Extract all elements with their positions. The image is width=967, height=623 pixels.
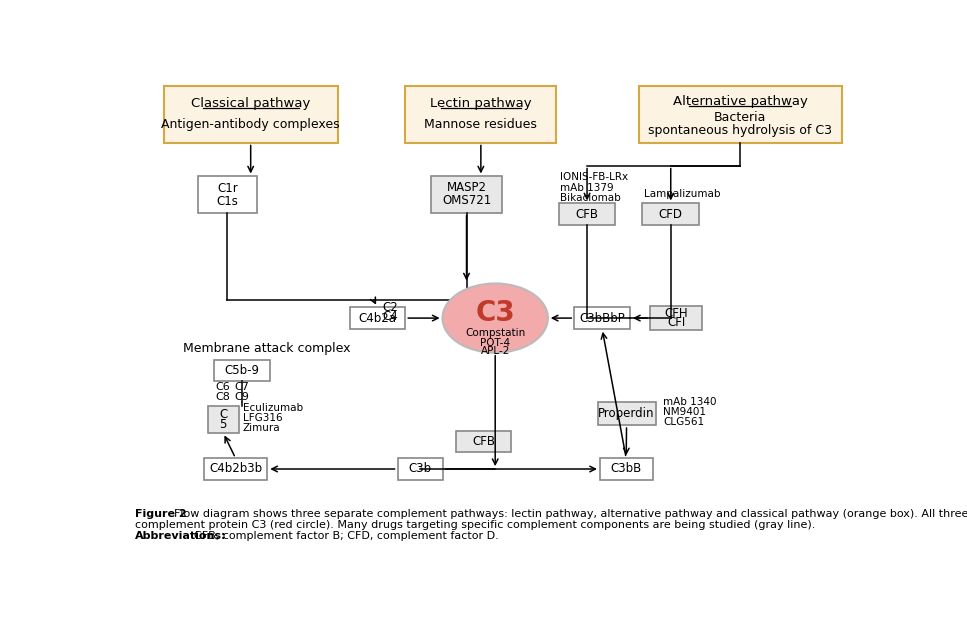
Text: C7: C7: [235, 383, 249, 392]
Text: NM9401: NM9401: [663, 407, 706, 417]
FancyBboxPatch shape: [208, 406, 239, 433]
Text: Abbreviations:: Abbreviations:: [134, 531, 226, 541]
FancyBboxPatch shape: [405, 87, 556, 143]
Text: spontaneous hydrolysis of C3: spontaneous hydrolysis of C3: [648, 125, 832, 138]
Text: CFB, complement factor B; CFD, complement factor D.: CFB, complement factor B; CFD, complemen…: [193, 531, 498, 541]
FancyBboxPatch shape: [642, 203, 699, 225]
Text: Membrane attack complex: Membrane attack complex: [183, 343, 350, 355]
Ellipse shape: [443, 283, 548, 353]
Text: Flow diagram shows three separate complement pathways: lectin pathway, alternati: Flow diagram shows three separate comple…: [173, 509, 967, 519]
Text: C3: C3: [476, 300, 515, 328]
Text: C3bB: C3bB: [610, 462, 642, 475]
Text: LFG316: LFG316: [243, 413, 282, 423]
Text: CFB: CFB: [472, 435, 495, 448]
Text: Lectin pathway: Lectin pathway: [430, 97, 532, 110]
Text: Zimura: Zimura: [243, 423, 280, 433]
Text: C8: C8: [216, 392, 230, 402]
FancyBboxPatch shape: [559, 203, 615, 225]
Text: APL-2: APL-2: [481, 346, 510, 356]
Text: Properdin: Properdin: [599, 407, 655, 420]
Text: Bikaciomab: Bikaciomab: [560, 193, 621, 203]
Text: Alternative pathway: Alternative pathway: [673, 95, 807, 108]
Text: C6: C6: [216, 383, 230, 392]
Text: POT-4: POT-4: [481, 338, 511, 348]
FancyBboxPatch shape: [214, 359, 270, 381]
FancyBboxPatch shape: [349, 307, 405, 329]
Text: CLG561: CLG561: [663, 417, 705, 427]
FancyBboxPatch shape: [600, 459, 653, 480]
Text: mAb 1379: mAb 1379: [560, 183, 614, 193]
FancyBboxPatch shape: [397, 459, 443, 480]
Text: C4b2a: C4b2a: [359, 312, 396, 325]
Text: Eculizumab: Eculizumab: [243, 403, 303, 413]
Text: CFB: CFB: [575, 207, 599, 221]
FancyBboxPatch shape: [456, 430, 511, 452]
Text: complement protein C3 (red circle). Many drugs targeting specific complement com: complement protein C3 (red circle). Many…: [134, 520, 815, 530]
FancyBboxPatch shape: [431, 176, 502, 212]
FancyBboxPatch shape: [204, 459, 267, 480]
Text: Lampalizumab: Lampalizumab: [644, 189, 720, 199]
FancyBboxPatch shape: [198, 176, 256, 212]
Text: C9: C9: [235, 392, 249, 402]
Text: Bacteria: Bacteria: [714, 112, 766, 125]
Text: 5: 5: [220, 418, 227, 431]
Text: C1r: C1r: [217, 182, 238, 195]
Text: Compstatin: Compstatin: [465, 328, 525, 338]
Text: C4: C4: [383, 310, 398, 323]
FancyBboxPatch shape: [574, 307, 630, 329]
Text: C2: C2: [383, 301, 398, 314]
Text: mAb 1340: mAb 1340: [663, 397, 717, 407]
Text: Antigen-antibody complexes: Antigen-antibody complexes: [161, 118, 340, 131]
Text: C5b-9: C5b-9: [224, 364, 259, 377]
FancyBboxPatch shape: [650, 306, 702, 330]
Text: C3bBbP: C3bBbP: [579, 312, 625, 325]
Text: CFH: CFH: [664, 307, 688, 320]
FancyBboxPatch shape: [598, 402, 656, 425]
Text: C3b: C3b: [408, 462, 431, 475]
Text: Mannose residues: Mannose residues: [425, 118, 538, 131]
Text: CFI: CFI: [667, 316, 686, 329]
Text: Figure 2: Figure 2: [134, 509, 187, 519]
FancyBboxPatch shape: [638, 87, 841, 143]
FancyBboxPatch shape: [163, 87, 337, 143]
Text: Classical pathway: Classical pathway: [191, 97, 310, 110]
Text: C1s: C1s: [217, 194, 239, 207]
Text: C4b2b3b: C4b2b3b: [209, 462, 262, 475]
Text: C: C: [220, 408, 227, 421]
Text: IONIS-FB-LRx: IONIS-FB-LRx: [560, 172, 629, 182]
Text: CFD: CFD: [659, 207, 683, 221]
Text: MASP2: MASP2: [447, 181, 486, 194]
Text: OMS721: OMS721: [442, 194, 491, 207]
